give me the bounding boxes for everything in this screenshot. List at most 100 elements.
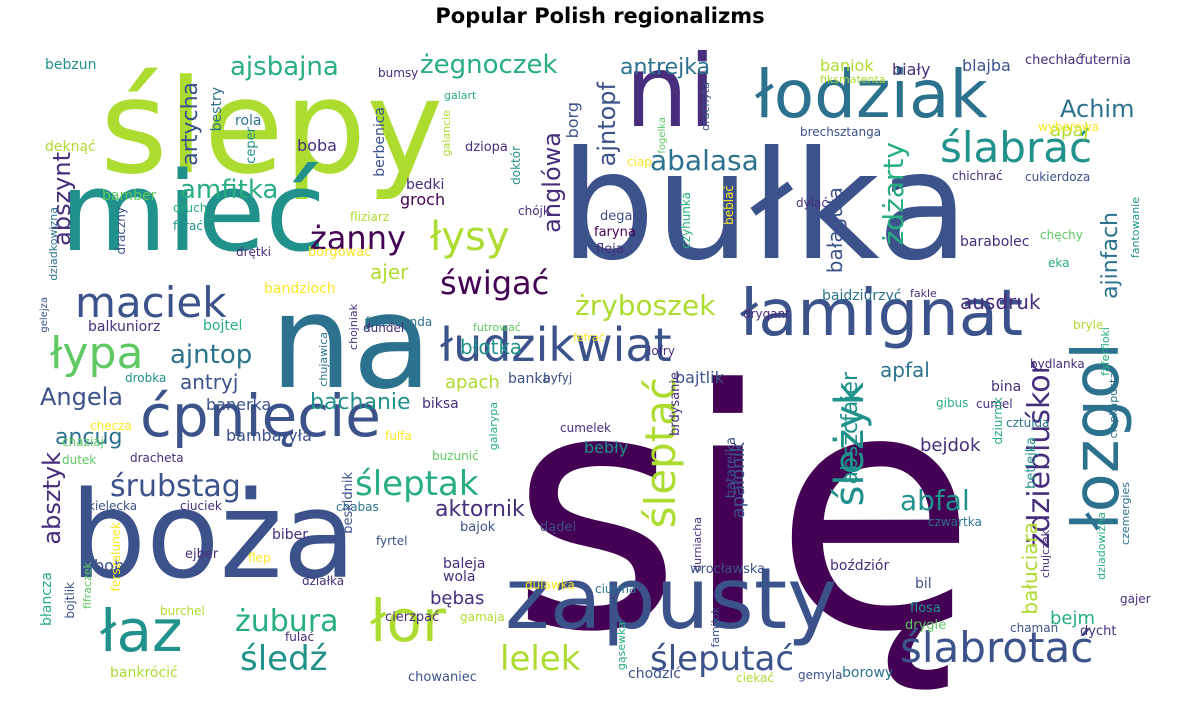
- small-word-29: berbenica: [372, 107, 388, 177]
- word-1: bułka: [560, 120, 970, 294]
- small-word-18: deknąć: [45, 139, 96, 155]
- small-word-127: chowaniec: [408, 670, 477, 685]
- word-60: apaj: [1050, 120, 1089, 141]
- word-36: ajsbajna: [230, 52, 339, 82]
- word-43: aktornik: [435, 497, 525, 522]
- small-word-64: chujawica: [317, 332, 330, 387]
- small-word-45: barabolec: [960, 234, 1030, 250]
- word-15: maciek: [75, 278, 227, 327]
- small-word-79: fulfa: [385, 429, 412, 443]
- small-word-46: eka: [1048, 256, 1070, 270]
- small-word-89: kielecka: [88, 499, 138, 513]
- word-51: ausdruk: [960, 290, 1041, 314]
- small-word-57: futrować: [473, 321, 521, 334]
- small-word-48: frechkunda: [365, 315, 433, 329]
- word-47: ajntopf: [593, 82, 621, 167]
- word-56: apach: [445, 372, 500, 393]
- small-word-108: ferszalunek: [109, 522, 123, 592]
- word-52: ajinfach: [1098, 212, 1123, 299]
- small-word-98: czemergies: [1119, 482, 1132, 545]
- word-28: lelek: [500, 639, 581, 679]
- small-word-38: chęchy: [1040, 228, 1083, 242]
- small-word-41: draczny: [114, 207, 128, 255]
- small-word-5: borg: [563, 102, 582, 139]
- word-33: abalasa: [650, 144, 759, 177]
- small-word-55: dundel: [363, 321, 405, 335]
- small-word-85: ciapkapusta: [1107, 372, 1120, 439]
- small-word-114: wrocławska: [690, 562, 766, 577]
- word-32: żryboszek: [575, 289, 716, 322]
- small-word-125: fulać: [285, 630, 315, 644]
- word-22: śrubstag: [110, 469, 241, 504]
- small-word-51: bajdziurzyć: [822, 288, 902, 304]
- word-29: żubura: [235, 604, 339, 639]
- small-word-83: dziurnik: [991, 397, 1005, 445]
- small-word-7: biały: [892, 60, 931, 79]
- small-word-59: lofry: [648, 344, 675, 358]
- small-word-3: bumsy: [378, 66, 419, 80]
- small-word-50: gelejza: [39, 297, 50, 333]
- word-42: ancug: [55, 425, 123, 450]
- word-16: łypa: [50, 328, 144, 379]
- small-word-36: faryna: [594, 225, 636, 240]
- small-word-132: boździór: [830, 558, 890, 574]
- small-word-126: bankrócić: [110, 665, 178, 681]
- word-27: śledź: [240, 639, 328, 679]
- word-4: na: [270, 266, 433, 418]
- small-word-16: brechsztanga: [800, 125, 882, 139]
- small-word-47: bandzioch: [264, 281, 336, 297]
- word-cloud: się bułka ślepy mieć na boża zapusty ni łodziak ł…: [38, 42, 1160, 692]
- small-word-87: batarejka: [724, 437, 739, 499]
- small-word-123: gąsewka: [615, 622, 628, 671]
- small-word-21: fogelka: [657, 117, 668, 154]
- word-21: łysy: [430, 214, 510, 260]
- word-5: boża: [70, 467, 357, 606]
- small-word-72: banerka: [206, 395, 272, 414]
- word-63: bębas: [430, 588, 485, 609]
- word-12: łudzikwiat: [440, 318, 672, 372]
- word-9: łamignat: [740, 277, 1024, 351]
- page-title: Popular Polish regionalizms: [435, 4, 765, 28]
- small-word-25: bamber: [102, 188, 157, 204]
- small-word-82: buzunić: [432, 449, 479, 463]
- small-word-15: drachyta: [699, 82, 712, 131]
- small-word-93: dądel: [540, 520, 577, 535]
- small-word-119: chaman: [1010, 621, 1059, 635]
- small-word-23: chichrać: [952, 169, 1003, 183]
- small-word-76: dutek: [62, 453, 97, 467]
- word-45: artycha: [178, 82, 203, 166]
- small-word-8: blajba: [962, 56, 1011, 75]
- small-word-101: ejber: [185, 547, 219, 562]
- small-word-88: betlejka: [1024, 437, 1039, 489]
- word-37: żegnoczek: [420, 50, 558, 80]
- small-word-14: ceper: [244, 127, 259, 164]
- small-word-130: gemyla: [798, 668, 843, 682]
- word-55: ajer: [370, 260, 409, 284]
- word-35: amfitka: [180, 175, 279, 205]
- small-word-133: błancza: [39, 572, 55, 626]
- small-word-103: biber: [272, 527, 309, 543]
- small-word-122: gamaja: [460, 610, 505, 624]
- word-25: świgać: [440, 264, 550, 302]
- small-word-81: brdysanie: [668, 372, 683, 436]
- word-17: ślabrać: [940, 123, 1093, 172]
- small-word-97: dziadowizna: [1095, 512, 1108, 580]
- small-word-22: ciap: [627, 155, 652, 169]
- small-word-74: checza: [90, 419, 132, 433]
- word-62: bejdok: [920, 435, 981, 456]
- small-word-95: fyrtel: [376, 534, 408, 548]
- small-word-0: bebzun: [45, 57, 97, 73]
- small-word-96: czwartka: [928, 515, 982, 529]
- small-word-109: fifraczek: [81, 562, 94, 610]
- small-word-19: dziopa: [465, 140, 508, 155]
- small-word-92: beskidnik: [341, 472, 356, 534]
- small-word-40: dziadkowizna: [47, 207, 60, 281]
- word-41: Angela: [40, 383, 124, 411]
- small-word-129: ciekać: [736, 671, 775, 685]
- small-word-80: galarypa: [487, 402, 500, 451]
- small-word-44: fleja: [596, 242, 624, 257]
- small-word-56: chojniak: [347, 304, 360, 350]
- small-word-77: dracheta: [130, 451, 184, 465]
- small-word-49: fakle: [910, 287, 937, 300]
- word-11: ćpnięcie: [140, 382, 381, 450]
